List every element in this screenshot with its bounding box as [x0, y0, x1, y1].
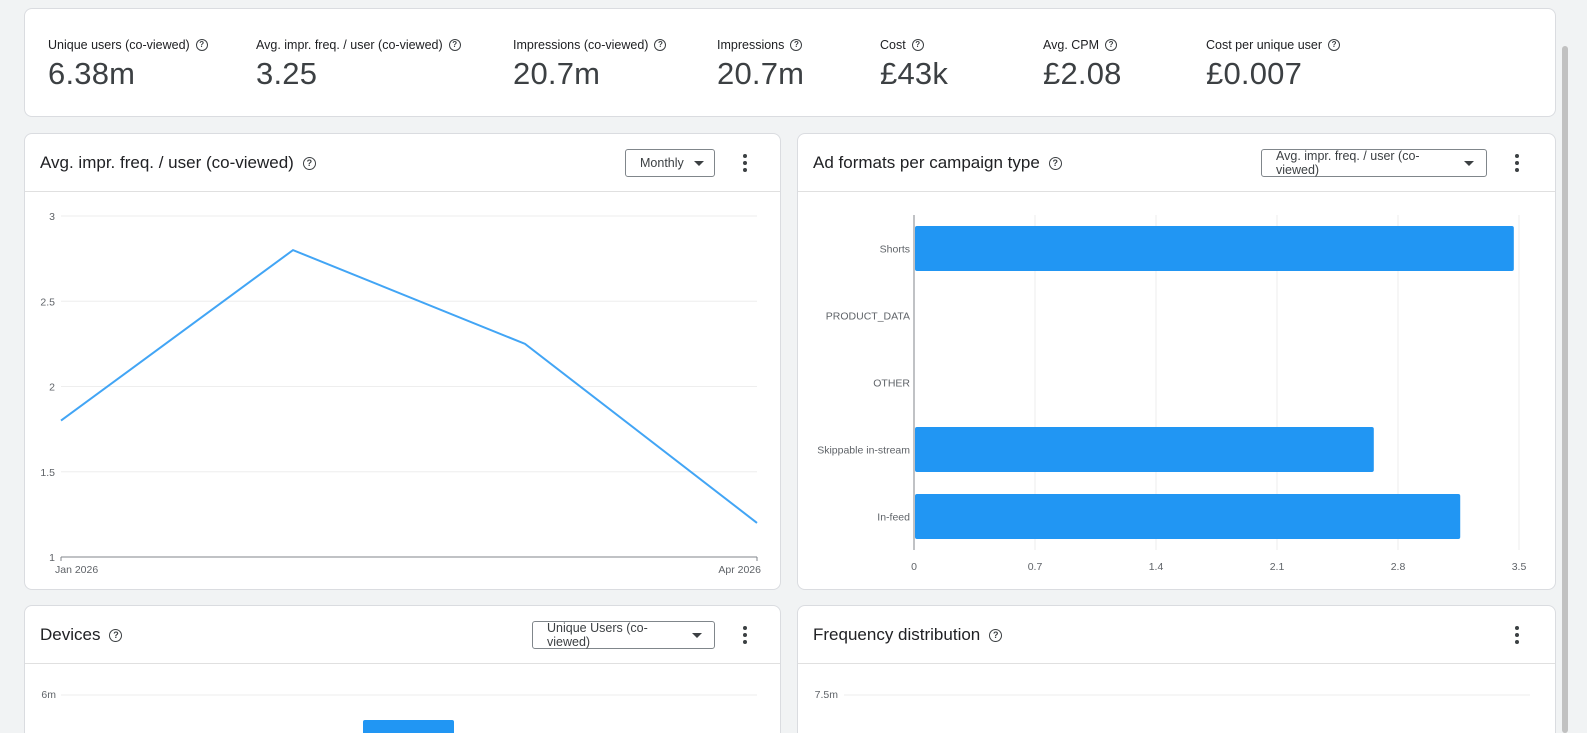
- scorecard-label: Cost per unique user: [1206, 38, 1323, 52]
- help-icon[interactable]: ?: [790, 39, 803, 51]
- granularity-select-label: Monthly: [640, 156, 684, 170]
- scorecard-label-row: Avg. CPM?: [1043, 38, 1122, 52]
- chevron-down-icon: [692, 632, 702, 638]
- scorecard-label-row: Impressions (co-viewed)?: [513, 38, 667, 52]
- category-label: In-feed: [877, 512, 910, 524]
- more-options-icon[interactable]: [1505, 623, 1529, 647]
- help-icon[interactable]: ?: [302, 156, 316, 170]
- metric-select[interactable]: Avg. impr. freq. / user (co-viewed): [1261, 149, 1487, 177]
- more-options-icon[interactable]: [733, 151, 757, 175]
- y-tick-label: 2.5: [40, 296, 55, 308]
- help-icon[interactable]: ?: [109, 628, 123, 642]
- scorecard-value: £43k: [880, 56, 949, 91]
- scorecard-label: Cost: [880, 38, 906, 52]
- chevron-down-icon: [693, 160, 704, 166]
- frequency-distribution-card: Frequency distribution ? 7.5m: [797, 605, 1556, 733]
- card-title-row: Frequency distribution ?: [813, 625, 1003, 645]
- card-title: Frequency distribution: [813, 625, 981, 644]
- card-header: Devices ? Unique Users (co-viewed): [25, 606, 780, 664]
- devices-metric-select[interactable]: Unique Users (co-viewed): [532, 621, 715, 649]
- bar[interactable]: [915, 226, 1514, 271]
- card-title-row: Ad formats per campaign type ?: [813, 153, 1062, 173]
- card-header: Avg. impr. freq. / user (co-viewed) ? Mo…: [25, 134, 780, 192]
- scorecard[interactable]: Cost? £43k: [880, 38, 948, 92]
- bar-chart: 0 0.7 1.4 2.1 2.8 3.5 Shorts PRODUCT_DATA OTHER S…: [817, 215, 1527, 573]
- y-tick-label: 2: [49, 382, 55, 394]
- card-title: Ad formats per campaign type: [813, 153, 1040, 172]
- more-options-icon[interactable]: [733, 623, 757, 647]
- x-tick-label: 2.8: [1391, 561, 1406, 573]
- scrollbar-thumb[interactable]: [1562, 46, 1568, 733]
- help-icon[interactable]: ?: [1048, 156, 1062, 170]
- x-tick-label: 2.1: [1270, 561, 1285, 573]
- scorecard-label: Impressions (co-viewed): [513, 38, 649, 52]
- help-icon[interactable]: ?: [654, 39, 667, 51]
- more-options-icon[interactable]: [1505, 151, 1529, 175]
- metric-select-label: Avg. impr. freq. / user (co-viewed): [1276, 149, 1420, 177]
- scorecard-label: Unique users (co-viewed): [48, 38, 190, 52]
- card-title-row: Avg. impr. freq. / user (co-viewed) ?: [40, 153, 316, 173]
- avg-freq-chart-card: Avg. impr. freq. / user (co-viewed) ? Mo…: [24, 133, 781, 590]
- help-icon[interactable]: ?: [1328, 39, 1341, 51]
- help-icon[interactable]: ?: [1105, 39, 1118, 51]
- card-title: Avg. impr. freq. / user (co-viewed): [40, 153, 294, 172]
- granularity-select[interactable]: Monthly: [625, 149, 715, 177]
- scorecard-value: 20.7m: [717, 56, 805, 91]
- x-tick-label: Jan 2026: [55, 564, 98, 576]
- bar[interactable]: [915, 494, 1461, 539]
- bar[interactable]: [915, 427, 1374, 472]
- ad-formats-chart-card: Ad formats per campaign type ? Avg. impr…: [797, 133, 1556, 590]
- scorecard-value: 20.7m: [513, 56, 601, 91]
- category-label: Skippable in-stream: [817, 445, 910, 457]
- frequency-chart: 7.5m: [815, 689, 1530, 701]
- category-label: PRODUCT_DATA: [826, 311, 910, 323]
- scorecard-value: 3.25: [256, 56, 318, 91]
- help-icon[interactable]: ?: [989, 628, 1003, 642]
- scorecard-value: £0.007: [1206, 56, 1303, 91]
- y-tick-label: 1: [49, 552, 55, 564]
- y-tick-label: 1.5: [40, 467, 55, 479]
- devices-metric-select-label: Unique Users (co-viewed): [547, 621, 648, 649]
- x-tick-label: 0: [911, 561, 917, 573]
- devices-chart: 6m: [41, 689, 757, 733]
- scorecard[interactable]: Avg. impr. freq. / user (co-viewed)? 3.25: [256, 38, 461, 92]
- x-tick-label: Apr 2026: [718, 564, 761, 576]
- scorecard[interactable]: Impressions (co-viewed)? 20.7m: [513, 38, 667, 92]
- card-title: Devices: [40, 625, 101, 644]
- scorecard[interactable]: Avg. CPM? £2.08: [1043, 38, 1122, 92]
- category-label: Shorts: [880, 244, 910, 256]
- scorecard-value: 6.38m: [48, 56, 136, 91]
- card-title-row: Devices ?: [40, 625, 123, 645]
- scorecard-label: Impressions: [717, 38, 785, 52]
- chevron-down-icon: [1464, 160, 1474, 166]
- scorecard-label-row: Cost?: [880, 38, 948, 52]
- scorecard-label-row: Impressions?: [717, 38, 804, 52]
- scorecard-label-row: Cost per unique user?: [1206, 38, 1341, 52]
- x-tick-label: 1.4: [1149, 561, 1164, 573]
- scorecard-label: Avg. CPM: [1043, 38, 1100, 52]
- series-line[interactable]: [60, 248, 758, 524]
- scorecard-label: Avg. impr. freq. / user (co-viewed): [256, 38, 443, 52]
- card-header: Ad formats per campaign type ? Avg. impr…: [798, 134, 1555, 192]
- help-icon[interactable]: ?: [448, 39, 461, 51]
- scorecard-panel: Unique users (co-viewed)? 6.38m Avg. impr.…: [24, 8, 1556, 117]
- category-label: OTHER: [873, 378, 910, 390]
- devices-chart-card: Devices ? Unique Users (co-viewed) 6m: [24, 605, 781, 733]
- y-tick-label: 3: [49, 211, 55, 223]
- bar[interactable]: [363, 720, 454, 733]
- scorecard-label-row: Avg. impr. freq. / user (co-viewed)?: [256, 38, 461, 52]
- y-tick-label: 7.5m: [815, 689, 839, 701]
- scorecard[interactable]: Cost per unique user? £0.007: [1206, 38, 1341, 92]
- x-tick-label: 3.5: [1512, 561, 1527, 573]
- line-chart: 1 1.5 2 2.5 3 Jan 2026 Apr 2026: [40, 211, 761, 576]
- y-tick-label: 6m: [41, 689, 56, 701]
- scorecard-label-row: Unique users (co-viewed)?: [48, 38, 208, 52]
- scorecard[interactable]: Impressions? 20.7m: [717, 38, 804, 92]
- scorecard-value: £2.08: [1043, 56, 1122, 91]
- help-icon[interactable]: ?: [911, 39, 924, 51]
- help-icon[interactable]: ?: [195, 39, 208, 51]
- x-tick-label: 0.7: [1028, 561, 1043, 573]
- card-header: Frequency distribution ?: [798, 606, 1555, 664]
- scorecard[interactable]: Unique users (co-viewed)? 6.38m: [48, 38, 208, 92]
